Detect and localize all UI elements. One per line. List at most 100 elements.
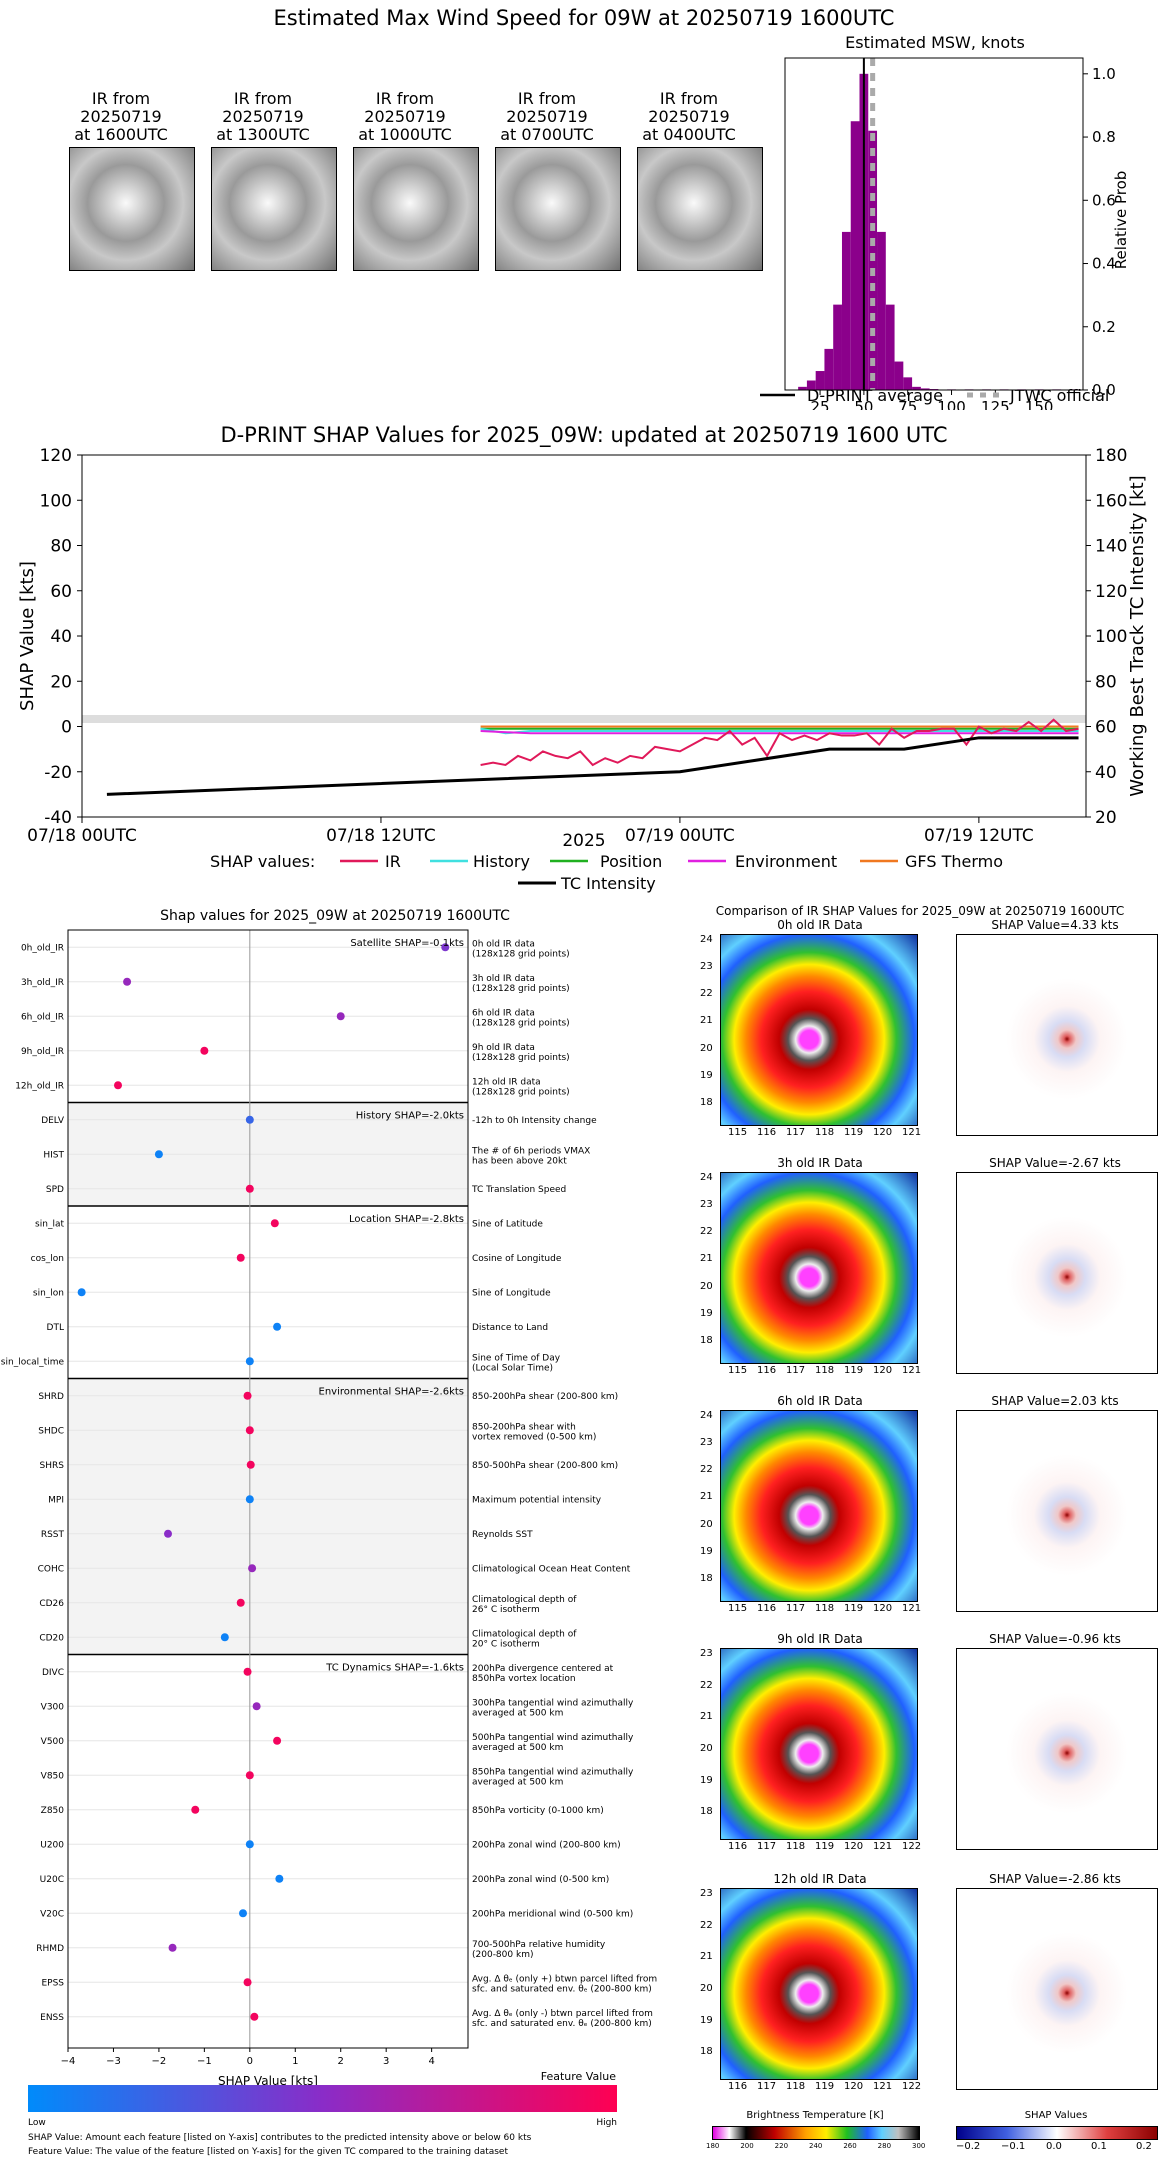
bee-dot	[336, 1012, 345, 1021]
fv-colorbar	[28, 2085, 617, 2112]
bee-feature-desc: Climatological Ocean Heat Content	[472, 1564, 631, 1574]
ts-ytick-label: 20	[50, 672, 72, 692]
ir-ytick-label: 21	[700, 1015, 713, 1027]
bee-feature-desc2: (128x128 grid points)	[472, 1018, 570, 1028]
bee-xtick-label: −1	[197, 2056, 212, 2067]
hist-bar	[903, 377, 913, 390]
shap-image-panel	[956, 1648, 1158, 1850]
ts-xtick-label: 07/19 12UTC	[924, 826, 1034, 846]
ts-xtick-label: 07/18 00UTC	[27, 826, 137, 846]
bee-feature-desc2: averaged at 500 km	[472, 1777, 563, 1787]
ir-image-panel	[720, 934, 918, 1126]
ir-panel-title: 12h old IR Data	[773, 1872, 867, 1886]
ts-y2tick-label: 100	[1095, 627, 1127, 647]
legend-jtwc-label: JTWC official	[1009, 386, 1109, 405]
bee-feature-desc2: 20° C isotherm	[472, 1639, 540, 1649]
ts-y2tick-label: 80	[1095, 672, 1117, 692]
bt-tick-label: 180	[706, 2142, 720, 2150]
bee-dot	[246, 1460, 255, 1469]
bee-feature-desc: 300hPa tangential wind azimuthally	[472, 1698, 634, 1708]
ir-panel-title: 3h old IR Data	[777, 1156, 863, 1170]
bee-feature-name: Z850	[41, 1806, 65, 1816]
bee-feature-desc2: 850hPa vortex location	[472, 1674, 576, 1684]
ir-image-panel	[720, 1410, 918, 1602]
ir-image-panel	[720, 1648, 918, 1840]
footnote-2: Feature Value: The value of the feature …	[28, 2147, 508, 2157]
bee-feature-name: 9h_old_IR	[21, 1047, 64, 1057]
tc-intensity-series	[106, 736, 1079, 796]
thumb-caption-2: IR from 20250719 at 1300UTC	[216, 89, 310, 144]
bee-xtick-label: −2	[152, 2056, 167, 2067]
bee-group-label: History SHAP=-2.0kts	[356, 1111, 464, 1122]
ir-image	[721, 1411, 917, 1601]
legend-history-label: History	[473, 852, 530, 871]
comparison-title: Comparison of IR SHAP Values for 2025_09…	[715, 904, 1125, 918]
hist-xtick-label: 100	[937, 398, 966, 410]
shap-panel-title: SHAP Value=2.03 kts	[991, 1394, 1119, 1408]
fv-high: High	[596, 2118, 617, 2128]
bt-tick-label: 240	[809, 2142, 823, 2150]
bee-feature-desc: 0h old IR data	[472, 939, 535, 949]
shap-panel-title: SHAP Value=4.33 kts	[991, 918, 1119, 932]
bee-feature-desc: 3h old IR data	[472, 974, 535, 984]
bee-dot	[164, 1529, 172, 1538]
bee-group-label: TC Dynamics SHAP=-1.6kts	[325, 1663, 464, 1674]
bee-feature-desc: Climatological depth of	[472, 1629, 577, 1639]
thumb-caption-4: IR from 20250719 at 0700UTC	[500, 89, 594, 144]
ir-xtick-label: 121	[902, 1603, 922, 1614]
bee-feature-desc2: (128x128 grid points)	[472, 1087, 570, 1097]
legend-gfs-label: GFS Thermo	[905, 852, 1003, 871]
bee-feature-desc: Avg. Δ θₑ (only +) btwn parcel lifted fr…	[472, 1974, 657, 1984]
bee-feature-desc2: (128x128 grid points)	[472, 984, 570, 994]
sv-tick-label: 0.1	[1091, 2141, 1107, 2152]
shapval-label: SHAP Values	[1024, 2110, 1088, 2121]
bee-feature-desc2: sfc. and saturated env. θₑ (200-800 km)	[472, 1984, 652, 1994]
hist-bar	[815, 371, 825, 390]
hist-xtick-label: 25	[811, 398, 830, 410]
bee-group-label: Environmental SHAP=-2.6kts	[319, 1387, 465, 1398]
bee-feature-desc: Reynolds SST	[472, 1530, 533, 1540]
ir-ytick-label: 23	[700, 1199, 713, 1211]
ir-ytick-label: 19	[700, 1774, 713, 1786]
bee-feature-name: sin_local_time	[1, 1357, 65, 1367]
ir-xtick-label: 119	[844, 1365, 864, 1376]
ir-xtick-label: 119	[815, 2081, 835, 2092]
bee-dot	[77, 1288, 86, 1297]
bt-tick-label: 220	[774, 2142, 789, 2150]
ts-xlabel: 2025	[562, 831, 605, 851]
bee-feature-name: SHRS	[40, 1461, 65, 1471]
bee-feature-desc: 850hPa vorticity (0-1000 km)	[472, 1806, 604, 1816]
ir-ytick-label: 20	[700, 1280, 713, 1292]
ir-xtick-label: 121	[873, 2081, 893, 2092]
bee-dot	[245, 1840, 254, 1849]
bee-feature-name: 6h_old_IR	[21, 1012, 64, 1022]
ts-legend-prefix: SHAP values:	[210, 852, 315, 871]
legend-ir-label: IR	[385, 852, 401, 871]
ir-ytick-label: 24	[700, 1410, 713, 1421]
ts-ytick-label: 0	[61, 718, 72, 738]
hist-ylabel: Relative Prob	[1112, 171, 1130, 270]
bee-dot	[270, 1219, 279, 1228]
bee-feature-desc: 850-500hPa shear (200-800 km)	[472, 1461, 618, 1471]
ir-xtick-label: 115	[728, 1365, 748, 1376]
ts-ytick-label: 40	[50, 627, 72, 647]
ir-xtick-label: 119	[844, 1127, 864, 1138]
bee-feature-desc: Distance to Land	[472, 1323, 548, 1333]
hist-bar	[912, 386, 921, 390]
ir-panel-title: 9h old IR Data	[777, 1632, 863, 1646]
bee-feature-name: MPI	[48, 1495, 64, 1505]
ir-ytick-label: 18	[700, 1572, 713, 1584]
ir-xtick-label: 117	[786, 1365, 806, 1376]
thumb-caption-5: IR from 20250719 at 0400UTC	[642, 89, 736, 144]
ts-ylabel: SHAP Value [kts]	[17, 561, 38, 711]
shapval-ticks: −0.2 −0.1 0.0 0.1 0.2	[956, 2141, 1156, 2155]
ir-xtick-label: 118	[815, 1603, 835, 1614]
bee-feature-name: DIVC	[42, 1668, 64, 1678]
ts-ytick-label: 80	[50, 537, 72, 557]
ir-image	[721, 1173, 917, 1363]
ts-title: D-PRINT SHAP Values for 2025_09W: update…	[220, 423, 947, 448]
ir-ytick-label: 22	[700, 1919, 713, 1931]
ir-xtick-label: 116	[757, 1127, 777, 1138]
hist-ytick-label: 0.6	[1092, 191, 1116, 209]
bee-feature-desc2: sfc. and saturated env. θₑ (200-800 km)	[472, 2019, 652, 2029]
